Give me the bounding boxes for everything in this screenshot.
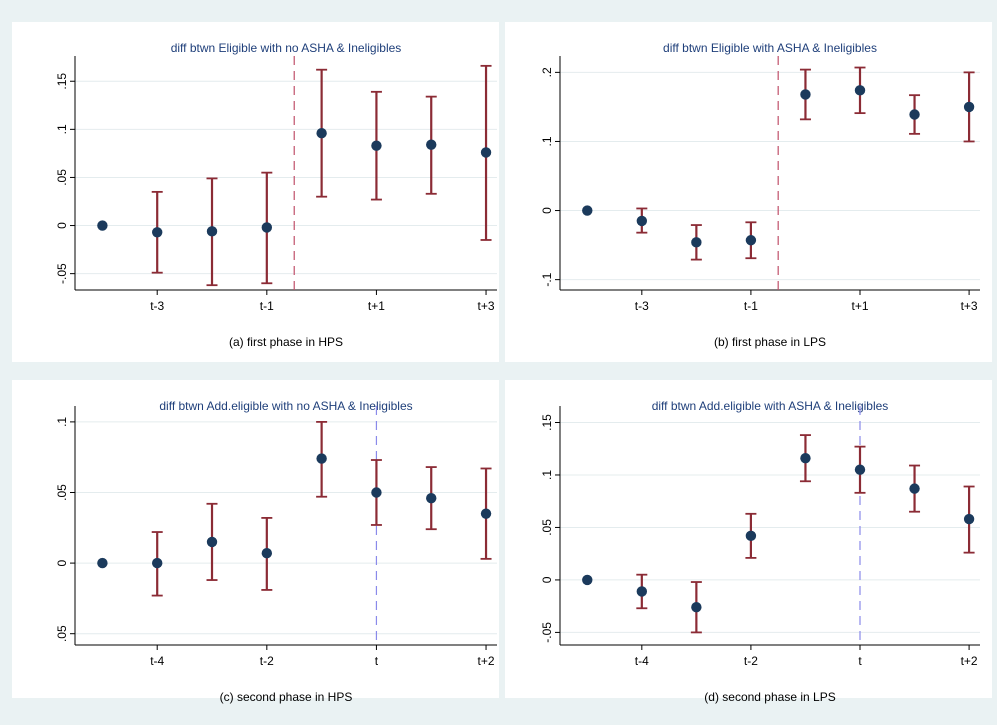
y-tick-label: .05 <box>540 519 554 536</box>
y-tick-label: .2 <box>540 67 554 77</box>
x-tick-label: t-1 <box>260 299 274 313</box>
y-tick-label: 0 <box>55 559 69 566</box>
panel-caption: (c) second phase in HPS <box>220 690 353 704</box>
x-tick-label: t-2 <box>744 654 758 668</box>
panel-background <box>505 22 992 362</box>
data-point <box>745 235 757 246</box>
data-point <box>152 227 163 238</box>
panel-caption: (a) first phase in HPS <box>229 335 343 349</box>
x-tick-label: t-1 <box>744 299 758 313</box>
data-point <box>316 453 327 464</box>
data-point <box>854 464 866 475</box>
y-tick-label: 0 <box>55 222 69 229</box>
x-tick-label: t-3 <box>150 299 164 313</box>
y-tick-label: .1 <box>55 124 69 134</box>
y-tick-label: .1 <box>540 470 554 480</box>
x-tick-label: t <box>858 654 862 668</box>
x-tick-label: t <box>375 654 379 668</box>
data-point <box>316 127 327 139</box>
x-tick-label: t+3 <box>961 299 978 313</box>
data-point <box>691 602 702 613</box>
x-tick-label: t+2 <box>478 654 495 668</box>
data-point <box>97 220 108 231</box>
chart-title: diff btwn Eligible with ASHA & Ineligibl… <box>663 41 877 55</box>
y-tick-label: .05 <box>55 484 69 501</box>
x-tick-label: t+2 <box>961 654 978 668</box>
data-point <box>371 140 382 151</box>
x-tick-label: t+3 <box>478 299 495 313</box>
panel-background <box>12 22 499 362</box>
data-point <box>800 89 811 100</box>
x-tick-label: t-4 <box>150 654 164 668</box>
data-point <box>426 492 437 504</box>
data-point <box>800 452 811 464</box>
chart-title: diff btwn Eligible with no ASHA & Inelig… <box>171 41 402 55</box>
panel-a: diff btwn Eligible with no ASHA & Inelig… <box>12 22 499 362</box>
data-point <box>636 586 648 597</box>
data-point <box>206 536 218 548</box>
y-tick-label: -.05 <box>55 263 69 284</box>
data-point <box>371 487 382 498</box>
data-point <box>691 237 702 248</box>
data-point <box>963 513 975 525</box>
data-point <box>745 530 757 542</box>
data-point <box>152 557 163 569</box>
x-tick-label: t-4 <box>635 654 649 668</box>
data-point <box>480 508 492 519</box>
y-tick-label: .1 <box>55 417 69 427</box>
data-point <box>909 483 920 494</box>
y-tick-label: .1 <box>540 136 554 146</box>
data-point <box>636 215 648 227</box>
x-tick-label: t+1 <box>368 299 385 313</box>
x-tick-label: t-2 <box>260 654 274 668</box>
chart-title: diff btwn Add.eligible with no ASHA & In… <box>159 399 412 413</box>
data-point <box>582 574 593 586</box>
chart-title: diff btwn Add.eligible with ASHA & Ineli… <box>652 399 889 413</box>
x-tick-label: t+1 <box>851 299 868 313</box>
y-tick-label: .05 <box>55 169 69 186</box>
data-point <box>909 109 920 120</box>
panel-caption: (b) first phase in LPS <box>714 335 826 349</box>
panel-b: diff btwn Eligible with ASHA & Ineligibl… <box>505 22 992 362</box>
panel-d: diff btwn Add.eligible with ASHA & Ineli… <box>505 380 992 704</box>
data-point <box>480 147 492 158</box>
data-point <box>582 205 593 216</box>
data-point <box>261 548 273 559</box>
y-tick-label: .15 <box>55 73 69 90</box>
data-point <box>261 222 273 233</box>
y-tick-label: 0 <box>540 207 554 214</box>
data-point <box>97 557 108 569</box>
data-point <box>206 226 218 237</box>
data-point <box>854 85 866 96</box>
y-tick-label: -.05 <box>540 622 554 643</box>
y-tick-label: .05 <box>55 625 69 642</box>
panel-background <box>12 380 499 698</box>
y-tick-label: .15 <box>540 414 554 431</box>
y-tick-label: 0 <box>540 576 554 583</box>
y-tick-label: -.1 <box>540 272 554 286</box>
data-point <box>426 139 437 150</box>
panel-c: diff btwn Add.eligible with no ASHA & In… <box>12 380 499 704</box>
panel-caption: (d) second phase in LPS <box>704 690 835 704</box>
x-tick-label: t-3 <box>635 299 649 313</box>
data-point <box>963 101 975 113</box>
